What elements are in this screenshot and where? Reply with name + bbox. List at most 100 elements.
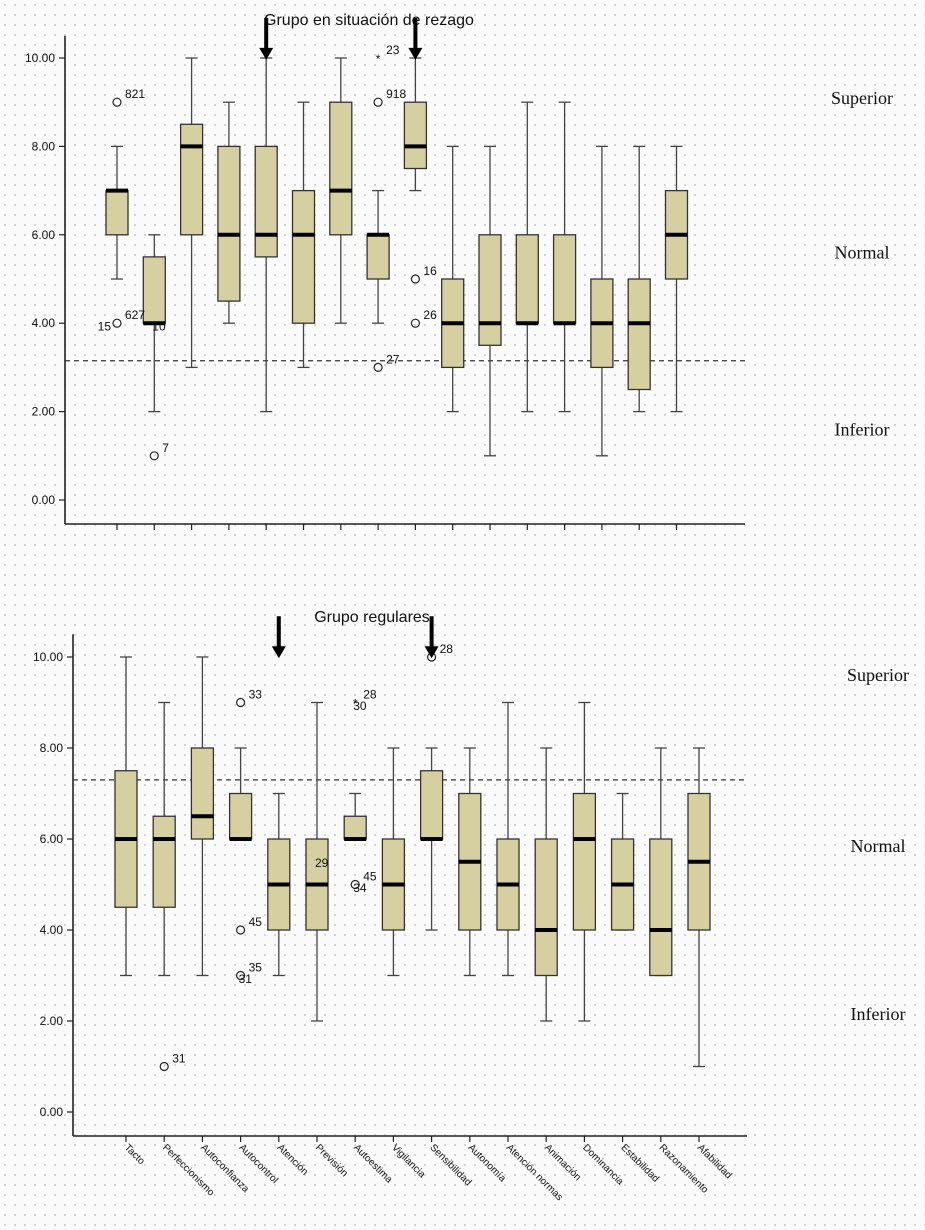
iqr-box — [649, 838, 673, 977]
y-tick-label: 0.00 — [40, 1105, 64, 1119]
iqr-box — [515, 234, 539, 324]
category-label: Atención — [275, 1142, 310, 1177]
box-3 — [190, 656, 215, 977]
outlier-label: 29 — [315, 856, 329, 870]
outlier-label: 35 — [249, 961, 263, 975]
outlier-label: 7 — [162, 441, 169, 455]
box-6 — [291, 101, 316, 369]
outlier-label: 27 — [386, 352, 400, 366]
arrow-head — [424, 646, 439, 659]
outlier-label: 45 — [363, 870, 377, 884]
iqr-box — [552, 234, 577, 324]
y-tick-label: 2.00 — [40, 1014, 64, 1028]
y-tick-label: 6.00 — [32, 228, 56, 242]
box-9 — [419, 747, 444, 931]
box-11 — [496, 701, 520, 977]
y-tick-label: 10.00 — [33, 650, 63, 664]
box-7 — [329, 57, 353, 324]
iqr-box — [343, 815, 367, 840]
iqr-box — [403, 101, 428, 170]
outlier-marker — [410, 318, 420, 328]
outlier-label: 33 — [249, 688, 263, 702]
outlier-label: 26 — [423, 308, 437, 322]
iqr-box — [152, 815, 176, 908]
box-8 — [366, 189, 390, 324]
outlier-marker — [112, 318, 122, 328]
chart-regulares: Grupo regulares 0.00 2.00 4.00 6.00 8.00 10.00… — [33, 609, 909, 1203]
box-10 — [441, 145, 465, 413]
iqr-box — [179, 123, 204, 236]
box-2 — [142, 234, 166, 413]
iqr-box — [105, 189, 129, 236]
zone-label: Superior — [831, 88, 893, 108]
box-5 — [254, 57, 278, 413]
outlier-label: 31 — [239, 972, 253, 986]
outlier-label: 28 — [363, 688, 377, 702]
outlier-label: 10 — [152, 319, 166, 333]
iqr-box — [142, 256, 166, 324]
outlier-marker — [373, 362, 383, 372]
category-label: Tacto — [122, 1142, 147, 1167]
box-14 — [610, 792, 635, 931]
box-11 — [478, 145, 502, 457]
zone-label: Inferior — [835, 419, 890, 439]
extreme-marker: * — [376, 52, 381, 66]
category-label: Autoestima — [351, 1142, 394, 1185]
box-15 — [649, 747, 673, 977]
box-4 — [217, 101, 241, 324]
iqr-box — [534, 838, 558, 977]
iqr-box — [478, 234, 502, 346]
iqr-box — [572, 792, 597, 931]
zone-label: Normal — [851, 836, 906, 856]
outlier-label: 15 — [98, 319, 112, 333]
chart-title: Grupo regulares — [314, 609, 430, 626]
outlier-marker — [236, 697, 246, 708]
box-4 — [228, 747, 253, 841]
outlier-label: 30 — [353, 699, 367, 713]
chart-rezago: Grupo en situación de rezago 0.00 2.00 4.00… — [25, 12, 893, 530]
iqr-box — [190, 747, 215, 840]
iqr-box — [291, 189, 316, 324]
arrow-head — [408, 47, 423, 60]
iqr-box — [329, 101, 353, 236]
outlier-label: 627 — [125, 308, 145, 322]
zone-label: Normal — [835, 242, 890, 262]
outlier-marker — [149, 451, 159, 461]
category-label: Previsión — [313, 1142, 350, 1179]
box-13 — [552, 101, 577, 413]
y-tick-label: 4.00 — [40, 923, 64, 937]
box-12 — [534, 747, 558, 1022]
iqr-box — [627, 278, 651, 391]
outlier-marker — [410, 274, 420, 284]
y-tick-label: 10.00 — [25, 51, 55, 65]
outlier-label: 31 — [172, 1052, 186, 1066]
box-8 — [381, 747, 406, 977]
chart-title: Grupo en situación de rezago — [264, 12, 474, 29]
y-tick-label: 6.00 — [40, 832, 64, 846]
box-15 — [627, 145, 651, 413]
box-2 — [152, 701, 176, 977]
outlier-label: 821 — [125, 87, 145, 101]
box-12 — [515, 101, 539, 413]
box-16 — [687, 747, 711, 1068]
box-13 — [572, 701, 597, 1022]
iqr-box — [217, 145, 241, 302]
zone-label: Superior — [847, 665, 909, 685]
outlier-label: 28 — [440, 642, 454, 656]
outlier-label: 23 — [386, 43, 400, 57]
box-7 — [343, 792, 367, 841]
box-16 — [664, 145, 689, 413]
box-10 — [458, 747, 482, 977]
iqr-box — [228, 792, 253, 840]
box-14 — [590, 145, 614, 457]
arrow-head — [259, 47, 274, 60]
box-6 — [305, 701, 329, 1022]
outlier-marker — [112, 97, 122, 107]
outlier-marker — [350, 879, 360, 890]
iqr-box — [366, 234, 390, 280]
extreme-marker: * — [353, 697, 358, 711]
outlier-marker — [236, 925, 246, 935]
outlier-marker — [159, 1061, 169, 1072]
outlier-label: 45 — [249, 915, 263, 929]
